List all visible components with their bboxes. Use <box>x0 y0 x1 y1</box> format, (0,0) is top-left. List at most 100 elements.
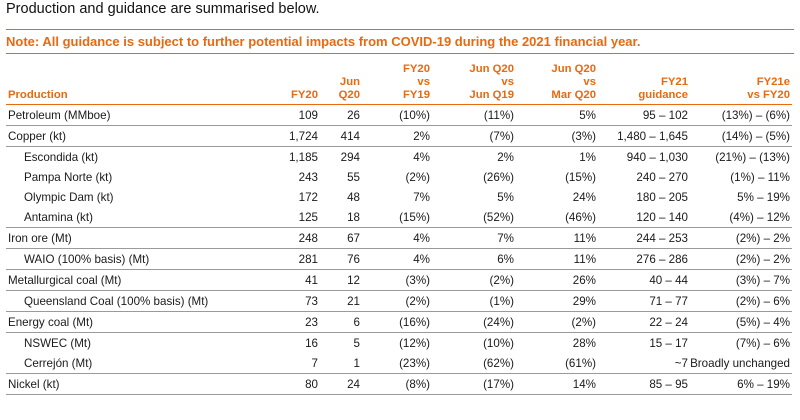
table-cell: 120 – 140 <box>636 210 688 224</box>
table-cell: (4%) – 12% <box>729 210 790 224</box>
table-row: Metallurgical coal (Mt) 41 12 (3%) (2%) 26% 40… <box>6 269 792 291</box>
table-row: Escondida (kt) 1,185 294 4% 2% 1% 940 – 1,030(… <box>6 146 792 167</box>
table-row: Energy coal (Mt) 23 6 (16%) (24%) (2%) 22 – 24… <box>6 311 792 333</box>
table-cell: 18 <box>347 210 360 224</box>
table-cell: (7%) – 6% <box>690 332 792 353</box>
column-header-line: Jun Q20 <box>469 63 514 75</box>
table-cell: Broadly unchanged <box>690 356 790 370</box>
table-cell: (15%) <box>399 210 430 224</box>
table-cell: 26 <box>347 108 360 122</box>
table-cell: 5% <box>497 190 514 204</box>
row-label: Iron ore (Mt) <box>6 227 238 249</box>
row-label: Olympic Dam (kt) <box>24 190 114 204</box>
table-row: NSWEC (Mt) 16 5 (12%) (10%) 28% 15 – 17 (7%) – … <box>6 332 792 353</box>
row-label: Nickel (kt) <box>6 373 238 395</box>
table-row: Olympic Dam (kt) 172 48 7% 5% 24% 180 – 205 5% … <box>6 187 792 207</box>
column-header-line: FY21 <box>660 76 688 88</box>
table-cell: 243 <box>298 170 318 184</box>
table-row: WAIO (100% basis) (Mt) 281 76 4% 6% 11% 276 – … <box>6 248 792 270</box>
row-label: Energy coal (Mt) <box>6 311 238 333</box>
column-header-line: Jun <box>339 76 360 88</box>
table-row: Cerrejón (Mt) 7 1 (23%) (62%) (61%) ~7 Broadly … <box>6 353 792 374</box>
column-header-line: vs <box>417 76 430 88</box>
note-divider <box>6 53 794 54</box>
table-cell: (1%) <box>432 290 516 312</box>
table-row: Iron ore (Mt) 248 67 4% 7% 11% 244 – 253 (2%) –… <box>6 227 792 249</box>
table-cell: 276 – 286 <box>598 248 690 270</box>
row-label: Antamina (kt) <box>24 210 93 224</box>
table-cell: (2%) <box>405 170 430 184</box>
table-cell: 21 <box>320 290 362 312</box>
table-cell: 80 <box>238 373 320 395</box>
column-header-line: FY20 <box>402 63 430 75</box>
intro-text: Production and guidance are summarised b… <box>6 1 320 17</box>
row-label: Cerrejón (Mt) <box>24 356 93 370</box>
table-cell: (11%) <box>483 108 514 122</box>
table-cell: 12 <box>320 269 362 291</box>
table-cell: 22 – 24 <box>598 311 690 333</box>
table-cell: 40 – 44 <box>598 269 690 291</box>
table-cell: (26%) <box>483 170 514 184</box>
table-cell: 11% <box>516 248 598 270</box>
table-cell: 180 – 205 <box>636 190 688 204</box>
table-cell: 1,480 – 1,645 <box>598 125 690 147</box>
column-header: FY20 <box>238 60 320 105</box>
table-cell: 109 <box>298 108 318 122</box>
table-cell: (23%) <box>399 356 430 370</box>
table-cell: 85 – 95 <box>598 373 690 395</box>
table-cell: (52%) <box>483 210 514 224</box>
table-cell: (3%) <box>362 269 432 291</box>
column-header: FY20 vs FY19 <box>362 60 432 105</box>
table-cell: 41 <box>238 269 320 291</box>
column-header: Jun Q20 vs Mar Q20 <box>516 60 598 105</box>
table-cell: (24%) <box>432 311 516 333</box>
table-row: Queensland Coal (100% basis) (Mt) 73 21 (2%… <box>6 290 792 312</box>
column-header: Production <box>6 60 238 105</box>
table-cell: 5% <box>579 108 596 122</box>
column-header-line: FY20 <box>290 89 318 101</box>
table-cell: (8%) <box>362 373 432 395</box>
table-cell: 55 <box>347 170 360 184</box>
table-cell: 7 <box>311 356 318 370</box>
column-header: FY21e vs FY20 <box>690 60 792 105</box>
table-cell: 76 <box>320 248 362 270</box>
table-cell: 244 – 253 <box>598 227 690 249</box>
table-cell: (21%) – (13%) <box>690 146 792 167</box>
column-header-line: Q20 <box>338 89 360 101</box>
covid-note: Note: All guidance is subject to further… <box>6 34 641 49</box>
table-cell: (2%) – 2% <box>690 248 792 270</box>
table-cell: 14% <box>516 373 598 395</box>
table-cell: (13%) – (6%) <box>721 108 790 122</box>
table-cell: (14%) – (5%) <box>690 125 792 147</box>
table-cell: (2%) <box>432 269 516 291</box>
table-cell: 7% <box>432 227 516 249</box>
table-cell: (62%) <box>483 356 514 370</box>
table-cell: 1 <box>353 356 360 370</box>
table-cell: 240 – 270 <box>636 170 688 184</box>
table-cell: 6% – 19% <box>690 373 792 395</box>
table-cell: 28% <box>516 332 598 353</box>
column-header-line: FY21e <box>756 76 790 88</box>
table-cell: (5%) – 4% <box>690 311 792 333</box>
table-cell: (1%) – 11% <box>730 170 790 184</box>
column-header: Jun Q20 <box>320 60 362 105</box>
table-cell: (15%) <box>565 170 596 184</box>
table-cell: 73 <box>238 290 320 312</box>
row-label: Pampa Norte (kt) <box>24 170 113 184</box>
row-label: Petroleum (MMboe) <box>8 108 111 122</box>
table-cell: 67 <box>320 227 362 249</box>
table-cell: 1,185 <box>238 146 320 167</box>
table-cell: (17%) <box>432 373 516 395</box>
table-cell: 248 <box>238 227 320 249</box>
table-cell: 16 <box>238 332 320 353</box>
table-cell: 6 <box>320 311 362 333</box>
table-cell: 172 <box>298 190 318 204</box>
table-cell: (46%) <box>565 210 596 224</box>
table-cell: 95 – 102 <box>642 108 688 122</box>
table-cell: 4% <box>362 146 432 167</box>
table-cell: (10%) <box>432 332 516 353</box>
column-header: Jun Q20 vs Jun Q19 <box>432 60 516 105</box>
table-cell: 1% <box>516 146 598 167</box>
table-cell: 24 <box>320 373 362 395</box>
